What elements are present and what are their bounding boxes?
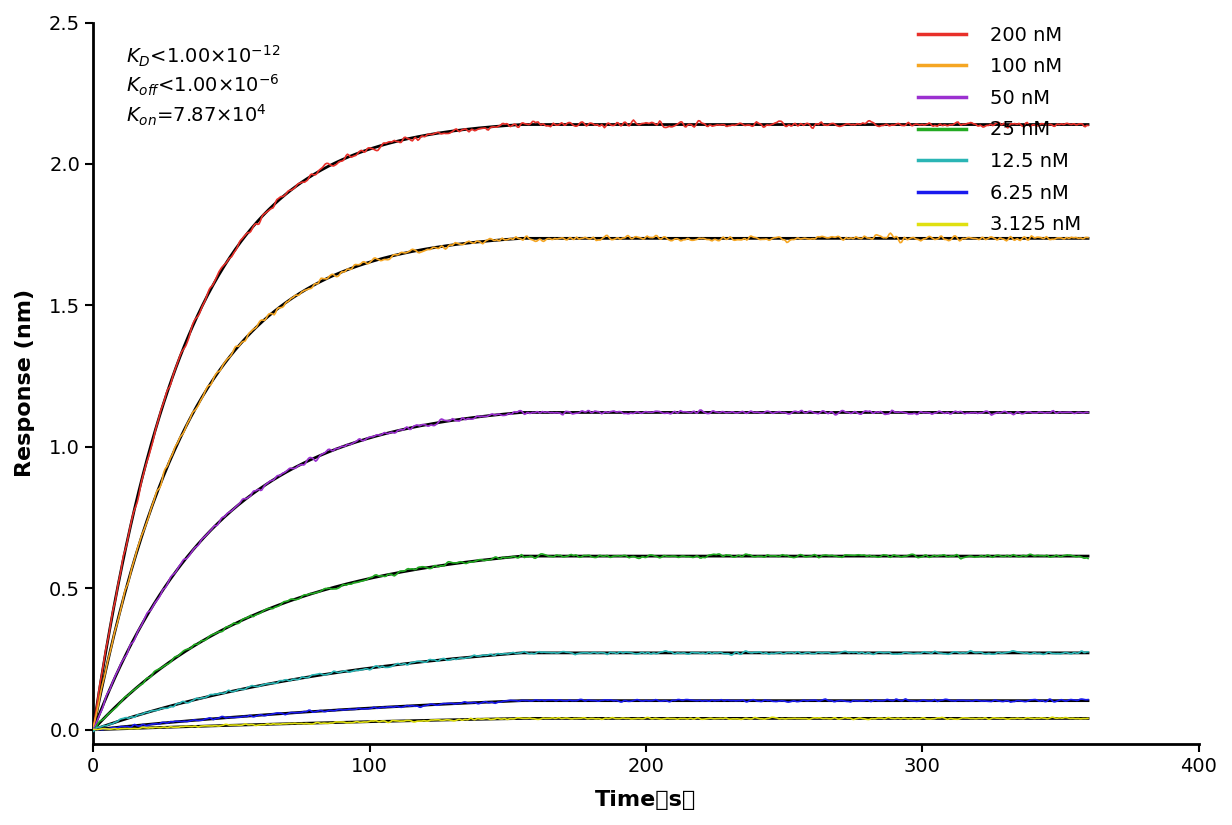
Legend: 200 nM, 100 nM, 50 nM, 25 nM, 12.5 nM, 6.25 nM, 3.125 nM: 200 nM, 100 nM, 50 nM, 25 nM, 12.5 nM, 6… bbox=[910, 18, 1088, 243]
Text: $K_D$<1.00×10$^{-12}$
$K_{off}$<1.00×10$^{-6}$
$K_{on}$=7.87×10$^{4}$: $K_D$<1.00×10$^{-12}$ $K_{off}$<1.00×10$… bbox=[127, 45, 281, 128]
X-axis label: Time（s）: Time（s） bbox=[595, 790, 696, 810]
Y-axis label: Response (nm): Response (nm) bbox=[15, 289, 34, 478]
